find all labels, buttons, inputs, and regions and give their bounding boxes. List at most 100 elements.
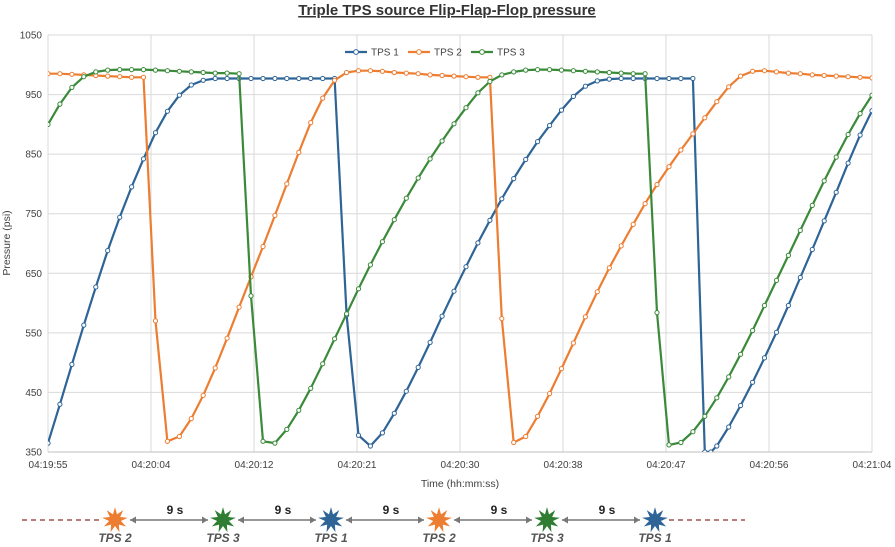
x-tick-label: 04:20:21 [338,460,377,471]
data-point-tps-3 [403,195,409,201]
x-tick-label: 04:20:04 [132,460,171,471]
data-point-tps-3 [761,302,768,309]
data-point-tps-3 [140,67,147,73]
data-point-tps-2 [666,164,672,170]
data-point-tps-2 [48,71,51,77]
timeline-gap: 9 s [130,503,208,524]
data-point-tps-3 [427,156,433,162]
data-point-tps-3 [176,68,182,74]
data-point-tps-2 [176,433,182,440]
data-point-tps-3 [463,105,469,111]
data-point-tps-2 [355,68,362,74]
data-point-tps-1 [630,75,636,82]
data-point-tps-3 [511,69,517,75]
data-point-tps-3 [117,67,123,73]
data-point-tps-1 [379,430,385,436]
burst-icon [424,504,454,535]
data-point-tps-1 [140,156,147,162]
data-point-tps-3 [379,239,385,245]
data-point-tps-3 [738,351,744,357]
data-point-tps-2 [642,201,648,207]
data-point-tps-3 [618,70,624,76]
arrowhead-right [634,516,640,524]
y-tick-label: 750 [25,209,42,220]
data-point-tps-1 [451,288,457,294]
data-point-tps-1 [367,443,373,449]
data-point-tps-1 [750,379,756,385]
burst-icon [532,504,562,535]
data-point-tps-2 [260,243,266,250]
data-point-tps-3 [845,131,851,138]
data-point-tps-3 [594,69,600,75]
data-point-tps-2 [57,71,63,77]
legend-label: TPS 3 [497,48,525,59]
data-point-tps-3 [188,69,194,75]
data-point-tps-1 [570,93,577,100]
arrowhead-right [526,516,532,524]
data-point-tps-1 [188,82,194,88]
data-point-tps-1 [797,274,803,281]
data-point-tps-1 [678,75,684,82]
data-point-tps-3 [451,121,457,127]
data-point-tps-2 [857,74,863,80]
data-point-tps-1 [833,189,839,195]
data-point-tps-3 [344,311,350,317]
data-point-tps-2 [570,340,577,346]
data-point-tps-1 [463,264,469,270]
data-point-tps-2 [152,318,159,324]
timeline-gap-label: 9 s [599,503,616,517]
data-point-tps-2 [738,73,744,79]
legend-marker [479,49,485,55]
data-point-tps-1 [248,75,254,82]
series-layer [48,67,886,452]
timeline-event-label: TPS 3 [530,531,564,545]
x-tick-label: 04:20:38 [544,460,583,471]
data-point-tps-1 [714,443,720,449]
timeline-event-tps-3: TPS 3 [206,504,240,545]
timeline-event-label: TPS 2 [98,531,132,545]
data-point-tps-3 [415,175,421,181]
data-point-tps-3 [272,440,278,446]
chart-title: Triple TPS source Flip-Flap-Flop pressur… [298,2,596,19]
timeline-gap-label: 9 s [383,503,400,517]
data-point-tps-1 [809,246,815,253]
data-point-tps-2 [761,68,768,74]
data-point-tps-3 [212,70,218,76]
data-point-tps-2 [558,366,565,372]
data-point-tps-3 [666,442,672,448]
data-point-tps-1 [117,214,123,220]
y-tick-label: 1050 [20,31,43,42]
data-point-tps-3 [152,67,159,73]
data-point-tps-2 [750,68,756,74]
data-point-tps-3 [678,439,684,446]
x-tick-label: 04:20:56 [750,460,789,471]
series-line-tps-1 [48,77,872,452]
data-point-tps-1 [272,75,278,82]
data-point-tps-1 [654,75,660,82]
data-point-tps-1 [761,355,768,361]
arrowhead-left [454,516,460,524]
data-point-tps-3 [105,67,111,73]
data-point-tps-3 [833,154,839,160]
data-point-tps-3 [809,202,815,208]
data-point-tps-2 [200,392,206,398]
data-point-tps-3 [320,361,326,367]
data-point-tps-3 [93,69,99,75]
data-point-tps-2 [869,75,872,81]
data-point-tps-2 [367,68,373,74]
legend-label: TPS 2 [434,48,462,59]
chart-legend: TPS 1 TPS 2 TPS 3 [345,48,525,59]
y-tick-label: 650 [25,269,42,280]
data-point-tps-2 [499,316,505,322]
data-point-tps-2 [439,72,445,79]
data-point-tps-1 [785,302,792,309]
data-point-tps-3 [882,79,886,83]
data-point-tps-1 [93,284,99,290]
data-point-tps-1 [845,160,851,166]
data-point-tps-3 [236,71,242,77]
data-point-tps-2 [451,73,457,79]
data-point-tps-1 [308,75,314,82]
data-point-tps-1 [594,78,600,84]
legend-item-tps-1: TPS 1 [345,48,399,59]
data-point-tps-1 [439,313,445,319]
